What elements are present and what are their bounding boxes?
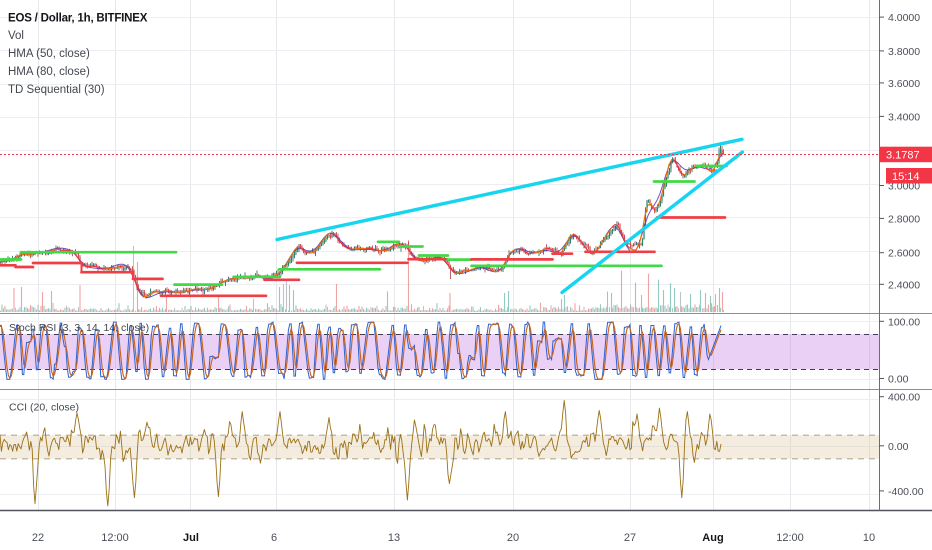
- svg-text:CCI (20, close): CCI (20, close): [9, 402, 79, 414]
- svg-text:0.00: 0.00: [888, 441, 909, 453]
- svg-text:TD Sequential (30): TD Sequential (30): [8, 84, 105, 96]
- svg-text:3.1787: 3.1787: [886, 150, 920, 162]
- svg-text:22: 22: [32, 532, 44, 544]
- svg-text:0.00: 0.00: [888, 374, 909, 386]
- svg-text:20: 20: [507, 532, 519, 544]
- svg-text:Vol: Vol: [8, 30, 24, 42]
- svg-text:12:00: 12:00: [776, 532, 804, 544]
- svg-text:15:14: 15:14: [892, 171, 920, 183]
- svg-text:2.4000: 2.4000: [888, 279, 920, 291]
- svg-text:400.00: 400.00: [888, 392, 920, 404]
- svg-text:4.0000: 4.0000: [888, 12, 920, 24]
- svg-text:-400.00: -400.00: [888, 486, 924, 498]
- svg-text:Aug: Aug: [702, 532, 723, 544]
- svg-text:6: 6: [271, 532, 277, 544]
- svg-text:12:00: 12:00: [101, 532, 129, 544]
- svg-text:3.4000: 3.4000: [888, 111, 920, 123]
- svg-text:HMA (80, close): HMA (80, close): [8, 66, 90, 78]
- svg-text:2.8000: 2.8000: [888, 213, 920, 225]
- svg-text:13: 13: [388, 532, 400, 544]
- svg-text:3.8000: 3.8000: [888, 46, 920, 58]
- svg-text:3.6000: 3.6000: [888, 78, 920, 90]
- svg-text:27: 27: [624, 532, 636, 544]
- svg-text:EOS / Dollar, 1h, BITFINEX: EOS / Dollar, 1h, BITFINEX: [8, 13, 148, 25]
- svg-text:Jul: Jul: [183, 532, 199, 544]
- svg-text:10: 10: [863, 532, 875, 544]
- svg-text:100.00: 100.00: [888, 316, 920, 328]
- svg-text:HMA (50, close): HMA (50, close): [8, 48, 90, 60]
- svg-text:2.6000: 2.6000: [888, 248, 920, 260]
- svg-text:Stoch RSI (3, 3, 14, 14, close: Stoch RSI (3, 3, 14, 14, close): [9, 322, 149, 334]
